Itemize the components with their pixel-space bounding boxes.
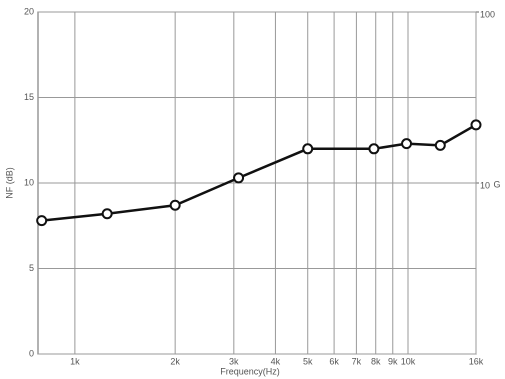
x-tick-label: 9k [388, 356, 398, 366]
x-tick-label: 6k [329, 356, 339, 366]
x-tick-label: 3k [229, 356, 239, 366]
y2-axis-label: G [493, 179, 500, 189]
y2-tick-label: 100 [480, 9, 495, 19]
x-tick-label: 8k [371, 356, 381, 366]
y-tick-label: 10 [24, 177, 34, 187]
point [470, 119, 482, 131]
point [401, 138, 413, 150]
y-tick-label: 0 [29, 348, 34, 358]
point [36, 215, 48, 227]
point [169, 199, 181, 211]
x-tick-label: 7k [352, 356, 362, 366]
x-axis-label: Frequency(Hz) [220, 366, 280, 376]
x-tick-label: 5k [303, 356, 313, 366]
y-tick-label: 5 [29, 263, 34, 273]
y-tick-label: 15 [24, 92, 34, 102]
point [434, 139, 446, 151]
y-tick-label: 20 [24, 6, 34, 16]
point [302, 143, 314, 155]
x-tick-label: 1k [70, 356, 80, 366]
point [101, 208, 113, 220]
y-axis-label: NF (dB) [4, 167, 14, 199]
point [233, 172, 245, 184]
line [41, 123, 477, 222]
x-tick-label: 16k [469, 356, 484, 366]
x-tick-label: 2k [170, 356, 180, 366]
x-tick-label: 10k [401, 356, 416, 366]
x-tick-label: 4k [271, 356, 281, 366]
y2-tick-label: 10 [480, 180, 490, 190]
point [368, 143, 380, 155]
